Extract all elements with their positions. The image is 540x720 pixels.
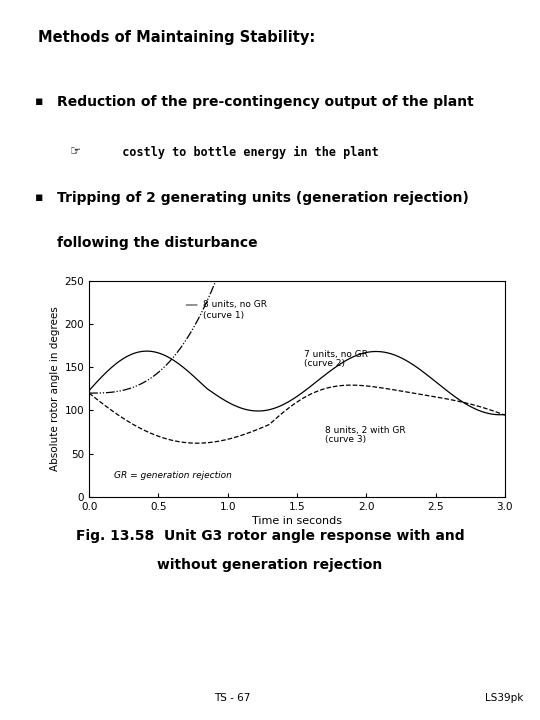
- Text: following the disturbance: following the disturbance: [57, 236, 258, 250]
- Text: without generation rejection: without generation rejection: [157, 558, 383, 572]
- Text: 7 units, no GR: 7 units, no GR: [304, 350, 368, 359]
- X-axis label: Time in seconds: Time in seconds: [252, 516, 342, 526]
- Text: Reduction of the pre-contingency output of the plant: Reduction of the pre-contingency output …: [57, 95, 474, 109]
- Text: ☞: ☞: [70, 145, 82, 158]
- Text: Tripping of 2 generating units (generation rejection): Tripping of 2 generating units (generati…: [57, 191, 469, 204]
- Text: ▪: ▪: [35, 95, 44, 108]
- Text: LS39pk: LS39pk: [485, 693, 524, 703]
- Text: Fig. 13.58  Unit G3 rotor angle response with and: Fig. 13.58 Unit G3 rotor angle response …: [76, 529, 464, 543]
- Text: ▪: ▪: [35, 191, 44, 204]
- Text: (curve 3): (curve 3): [325, 435, 366, 444]
- Text: 8 units, no GR: 8 units, no GR: [202, 300, 267, 310]
- Text: Methods of Maintaining Stability:: Methods of Maintaining Stability:: [38, 30, 315, 45]
- Text: TS - 67: TS - 67: [214, 693, 251, 703]
- Text: (curve 1): (curve 1): [202, 311, 244, 320]
- Text: (curve 2): (curve 2): [304, 359, 345, 367]
- Text: 8 units, 2 with GR: 8 units, 2 with GR: [325, 426, 406, 435]
- Text: costly to bottle energy in the plant: costly to bottle energy in the plant: [108, 145, 379, 158]
- Text: GR = generation rejection: GR = generation rejection: [114, 471, 232, 480]
- Y-axis label: Absolute rotor angle in degrees: Absolute rotor angle in degrees: [50, 307, 60, 471]
